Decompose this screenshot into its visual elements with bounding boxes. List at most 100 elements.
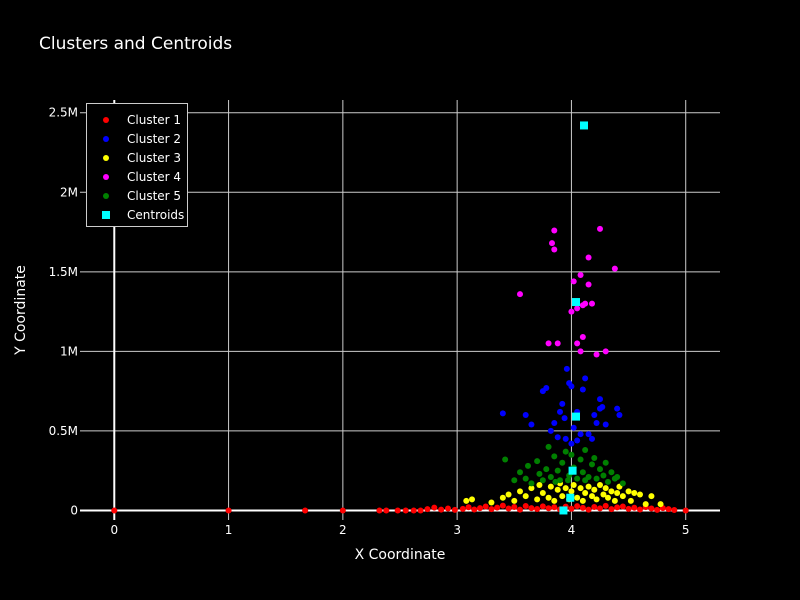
- data-point: [551, 419, 558, 426]
- series-centroids: [559, 121, 588, 515]
- data-point: [424, 506, 431, 513]
- x-tick-label: 3: [453, 523, 461, 537]
- data-point: [608, 469, 615, 476]
- data-point: [574, 340, 581, 347]
- y-tick-label: 0: [70, 503, 78, 517]
- series-cluster-1: [111, 502, 689, 514]
- data-point: [614, 405, 621, 412]
- legend[interactable]: Cluster 1 Cluster 2 Cluster 3 Cluster 4 …: [86, 103, 188, 227]
- y-tick-label: 1.5M: [49, 265, 78, 279]
- data-point: [589, 461, 595, 468]
- data-point: [549, 240, 555, 247]
- data-point: [608, 488, 615, 495]
- data-point: [511, 477, 518, 484]
- data-point: [528, 421, 535, 428]
- data-point: [557, 408, 563, 415]
- data-point: [528, 505, 535, 512]
- data-point: [525, 462, 531, 469]
- legend-label: Centroids: [127, 207, 185, 222]
- x-tick-label: 1: [225, 523, 233, 537]
- legend-item-cluster-4[interactable]: Cluster 4: [95, 167, 181, 186]
- legend-label: Cluster 3: [127, 150, 182, 165]
- data-point: [600, 472, 607, 479]
- data-point: [545, 340, 552, 347]
- data-point: [225, 507, 232, 514]
- grid-lines: [80, 100, 720, 520]
- data-point: [534, 496, 541, 503]
- data-point: [608, 506, 615, 513]
- data-point: [597, 405, 603, 412]
- data-point: [554, 486, 561, 493]
- data-point: [582, 489, 589, 496]
- data-point: [589, 435, 595, 442]
- data-point: [665, 506, 672, 513]
- data-point: [579, 386, 586, 393]
- data-point: [302, 507, 309, 514]
- data-point: [577, 348, 584, 355]
- data-point: [451, 506, 458, 513]
- data-point: [574, 305, 581, 312]
- legend-marker-icon: [95, 210, 117, 220]
- data-point: [417, 507, 424, 514]
- data-point: [577, 456, 584, 463]
- data-point: [499, 494, 506, 501]
- centroid-marker: [572, 412, 580, 421]
- x-tick-label: 5: [682, 523, 690, 537]
- data-point: [593, 475, 600, 482]
- data-point: [585, 281, 592, 288]
- data-point: [568, 505, 575, 512]
- centroid-marker: [568, 466, 577, 475]
- data-point: [554, 467, 561, 474]
- legend-item-cluster-5[interactable]: Cluster 5: [95, 186, 181, 205]
- legend-item-centroids[interactable]: Centroids: [95, 205, 184, 224]
- data-point: [539, 503, 546, 510]
- data-point: [517, 506, 523, 513]
- legend-marker-icon: [95, 153, 117, 163]
- data-point: [627, 497, 634, 504]
- data-point: [565, 477, 571, 484]
- data-point: [648, 493, 655, 500]
- data-point: [488, 506, 495, 513]
- data-point: [559, 493, 566, 500]
- legend-marker-icon: [95, 172, 117, 182]
- data-point: [522, 503, 529, 509]
- legend-item-cluster-1[interactable]: Cluster 1: [95, 110, 181, 129]
- data-point: [402, 507, 409, 514]
- data-point: [600, 491, 607, 498]
- legend-item-cluster-2[interactable]: Cluster 2: [95, 129, 181, 148]
- data-point: [539, 489, 546, 496]
- data-point: [579, 334, 586, 341]
- y-tick-label: 2M: [60, 185, 78, 199]
- data-point: [551, 227, 558, 234]
- data-point: [585, 254, 592, 261]
- data-point: [536, 482, 543, 488]
- data-point: [611, 265, 618, 272]
- data-point: [616, 412, 623, 418]
- data-point: [570, 424, 577, 431]
- data-point: [597, 482, 603, 488]
- data-point: [602, 459, 609, 466]
- data-point: [568, 440, 575, 447]
- legend-item-cluster-3[interactable]: Cluster 3: [95, 148, 181, 167]
- data-point: [579, 504, 586, 511]
- centroid-marker: [566, 493, 575, 502]
- data-point: [522, 475, 529, 482]
- data-point: [562, 485, 569, 492]
- data-point: [593, 496, 600, 503]
- y-axis-title: Y Coordinate: [13, 265, 29, 356]
- data-point: [488, 499, 495, 506]
- data-point: [547, 474, 554, 481]
- x-tick-label: 0: [110, 523, 118, 537]
- x-axis-title: X Coordinate: [355, 547, 446, 563]
- data-point: [602, 421, 609, 428]
- data-point: [494, 504, 501, 511]
- data-point: [536, 470, 543, 477]
- data-point: [591, 412, 598, 418]
- centroid-marker: [559, 506, 568, 515]
- data-point: [562, 435, 569, 442]
- data-point: [545, 505, 552, 512]
- legend-label: Cluster 5: [127, 188, 182, 203]
- data-point: [577, 485, 584, 492]
- data-point: [563, 365, 570, 372]
- series-cluster-3: [463, 480, 664, 508]
